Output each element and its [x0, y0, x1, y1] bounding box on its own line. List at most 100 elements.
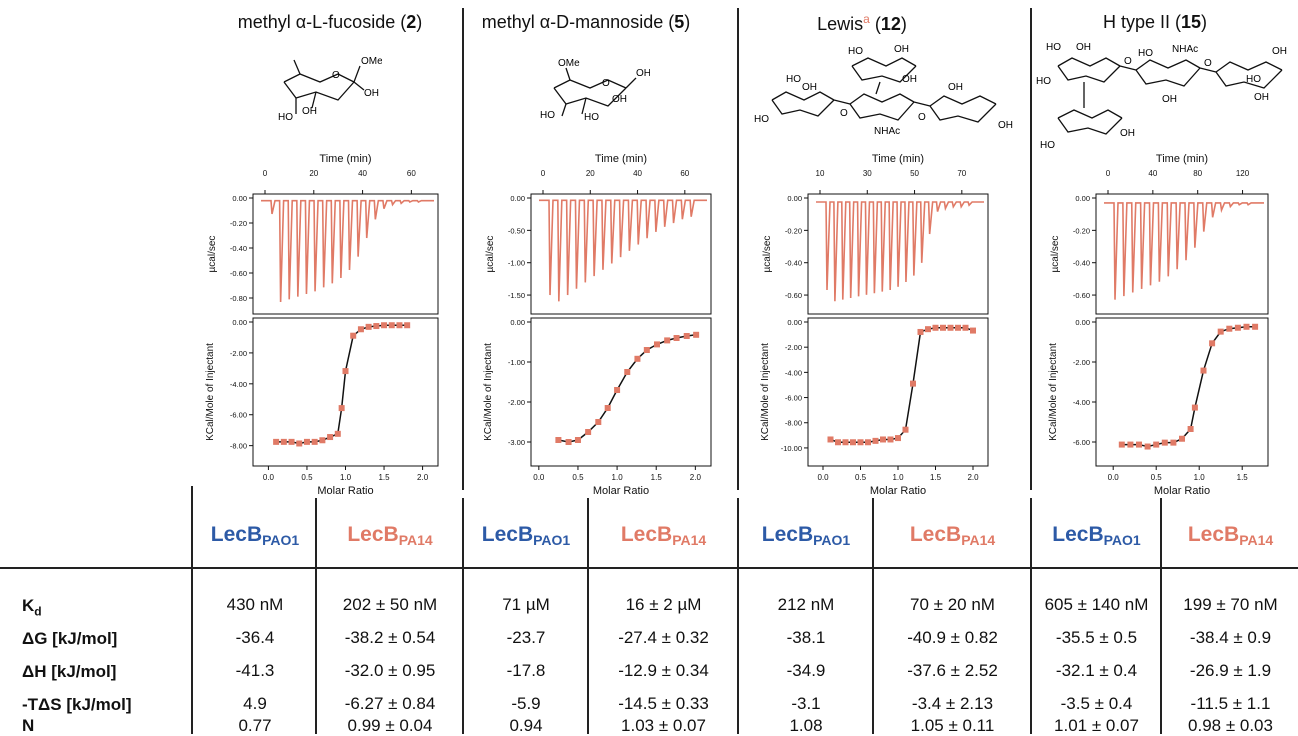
- structure-label: OH: [1076, 42, 1091, 53]
- data-point: [388, 322, 395, 329]
- tick-label: 0.5: [301, 473, 313, 482]
- tick-label: 1.5: [378, 473, 390, 482]
- data-point: [1170, 439, 1177, 446]
- data-point: [334, 430, 341, 437]
- table-cell: -17.8: [506, 661, 546, 680]
- table-cell: 70 ± 20 nM: [910, 595, 995, 614]
- table-cell: -40.9 ± 0.82: [907, 628, 998, 647]
- structure-label: O: [1204, 58, 1212, 69]
- table-cell: 430 nM: [226, 595, 284, 614]
- data-point: [962, 324, 969, 331]
- data-point: [565, 439, 572, 445]
- table-cell: -37.6 ± 2.52: [907, 661, 998, 680]
- data-point: [303, 438, 310, 445]
- table-cell: -32.0 ± 0.95: [344, 661, 436, 680]
- panel-title-5: methyl α-D-mannoside (5): [481, 12, 691, 32]
- row-label-kd: Kd: [22, 596, 42, 619]
- tick-label: 0.00: [1075, 318, 1090, 327]
- structure-label: OH: [902, 74, 917, 85]
- data-point: [296, 440, 303, 447]
- tick-label: 0.0: [1108, 473, 1120, 482]
- table-cell: 605 ± 140 nM: [1044, 595, 1149, 614]
- tick-label: 120: [1236, 169, 1250, 178]
- structure-label: NHAc: [1172, 44, 1198, 55]
- data-point: [902, 426, 909, 433]
- ratio-axis-label: Molar Ratio: [317, 485, 373, 497]
- power-axis-label: µcal/sec: [762, 236, 773, 273]
- structure-label: HO: [278, 112, 293, 123]
- tick-label: -0.80: [230, 294, 247, 303]
- data-point: [693, 331, 700, 338]
- tick-label: -8.00: [230, 442, 247, 451]
- structure-label: OH: [302, 106, 317, 117]
- tick-label: 1.0: [340, 473, 352, 482]
- tick-label: -8.00: [785, 419, 802, 428]
- heat-axis-label: KCal/Mole of Injectant: [205, 343, 216, 441]
- table-cell: 1.03 ± 0.07: [621, 716, 706, 735]
- data-point: [634, 355, 641, 362]
- table-cell: 0.98 ± 0.03: [1188, 716, 1273, 735]
- tick-label: 1.5: [1237, 473, 1249, 482]
- data-point: [396, 322, 403, 329]
- data-point: [365, 323, 372, 330]
- raw-plot-frame: [530, 193, 712, 315]
- table-cell: 202 ± 50 nM: [342, 595, 438, 614]
- data-point: [614, 387, 621, 393]
- ratio-axis-label: Molar Ratio: [870, 485, 926, 497]
- time-axis-label: Time (min): [872, 153, 924, 165]
- structure-label: OH: [1162, 94, 1177, 105]
- table-col-sep-6: [1030, 498, 1032, 734]
- data-point: [373, 323, 380, 330]
- data-point: [850, 439, 856, 446]
- data-point: [342, 368, 349, 375]
- table-cell: -11.5 ± 1.1: [1190, 694, 1271, 713]
- fit-curve: [276, 324, 408, 445]
- tick-label: -2.00: [785, 343, 802, 352]
- structure-label: HO: [584, 112, 599, 123]
- table-cell: -23.7: [506, 628, 546, 647]
- structure-label: HO: [754, 114, 769, 125]
- tick-label: 0: [541, 169, 546, 178]
- table-cell: 212 nM: [777, 595, 835, 614]
- structure-label: OH: [802, 82, 817, 93]
- tick-label: 0.00: [787, 318, 802, 327]
- tick-label: 0.00: [232, 194, 247, 203]
- structure-label: OH: [1254, 92, 1269, 103]
- tick-label: -0.40: [785, 259, 802, 268]
- table-cell: 0.94: [509, 716, 543, 735]
- structure-label: OH: [894, 44, 909, 55]
- tick-label: -2.00: [230, 349, 247, 358]
- tick-label: -0.20: [1073, 226, 1090, 235]
- tick-label: -2.00: [1073, 358, 1090, 367]
- structure-label: HO: [1246, 74, 1261, 85]
- tick-label: 0.0: [533, 473, 545, 482]
- tick-label: -6.00: [1073, 438, 1090, 447]
- panel-title-2: methyl α-L-fucoside (2): [237, 12, 423, 32]
- table-header-rule: [0, 567, 1298, 569]
- tick-label: 60: [680, 169, 689, 178]
- header-lecb-pao1: LecBPAO1: [481, 523, 571, 548]
- data-point: [404, 322, 411, 329]
- tick-label: 0.0: [817, 473, 829, 482]
- tick-label: 0.5: [572, 473, 584, 482]
- tick-label: 80: [1193, 169, 1202, 178]
- table-cell: -38.4 ± 0.9: [1189, 628, 1272, 647]
- header-lecb-pa14: LecBPA14: [909, 523, 996, 548]
- table-cell: -27.4 ± 0.32: [618, 628, 709, 647]
- tick-label: 50: [910, 169, 919, 178]
- data-point: [842, 439, 849, 446]
- table-cell: -41.3: [235, 661, 275, 680]
- data-point: [895, 435, 901, 442]
- data-point: [872, 437, 879, 444]
- data-point: [1191, 404, 1198, 411]
- tick-label: -4.00: [230, 380, 247, 389]
- tick-label: 0.00: [510, 318, 525, 327]
- tick-label: 10: [816, 169, 825, 178]
- header-lecb-pao1: LecBPAO1: [1052, 523, 1141, 548]
- tick-label: -6.00: [230, 411, 247, 420]
- tick-label: -0.60: [230, 269, 247, 278]
- row-label-n: N: [22, 716, 35, 735]
- tick-label: 0: [263, 169, 268, 178]
- ratio-axis-label: Molar Ratio: [593, 485, 649, 497]
- data-point: [673, 335, 680, 341]
